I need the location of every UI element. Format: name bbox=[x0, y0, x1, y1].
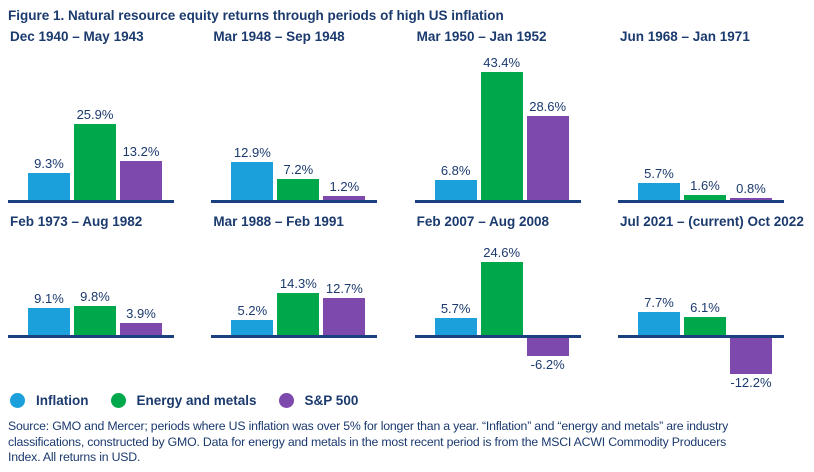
bar-value-label: 12.7% bbox=[325, 281, 363, 296]
chart-panel: Mar 1950 – Jan 1952 6.8% 43.4% 28.6% bbox=[414, 29, 603, 204]
sp500-dot-icon bbox=[278, 393, 294, 408]
bar-value-label: 1.6% bbox=[690, 178, 720, 193]
bar-value-label: 9.8% bbox=[80, 289, 110, 304]
axis-baseline bbox=[8, 200, 174, 203]
axis-baseline bbox=[617, 200, 784, 203]
bar-energy_metals bbox=[277, 293, 320, 335]
panel-chart: 5.2% 14.3% 12.7% bbox=[211, 235, 379, 387]
panel-chart: 5.7% 1.6% 0.8% bbox=[617, 50, 786, 204]
bar-sp500 bbox=[729, 338, 772, 374]
legend-item-energy-metals: Energy and metals bbox=[110, 393, 257, 408]
chart-panel: Feb 2007 – Aug 2008 5.7% 24.6% -6.2% bbox=[414, 214, 603, 387]
legend-label: Energy and metals bbox=[136, 393, 257, 408]
bar-energy_metals bbox=[683, 317, 726, 335]
axis-baseline bbox=[211, 335, 378, 338]
panel-title: Feb 2007 – Aug 2008 bbox=[416, 214, 549, 229]
legend-item-sp500: S&P 500 bbox=[278, 393, 359, 408]
chart-panel: Mar 1988 – Feb 1991 5.2% 14.3% 12.7% bbox=[211, 214, 399, 387]
bar-sp500 bbox=[323, 196, 366, 200]
chart-panel: Jul 2021 – (current) Oct 2022 7.7% 6.1% -12… bbox=[617, 214, 806, 390]
bar-energy_metals bbox=[277, 179, 320, 200]
chart-panel: Feb 1973 – Aug 1982 9.1% 9.8% 3.9% bbox=[8, 214, 196, 387]
bar-inflation bbox=[231, 320, 274, 335]
panel-title: Mar 1950 – Jan 1952 bbox=[416, 29, 547, 44]
bar-value-label: 0.8% bbox=[736, 181, 766, 196]
axis-baseline bbox=[211, 200, 378, 203]
chart-panel: Mar 1948 – Sep 1948 12.9% 7.2% 1.2% bbox=[211, 29, 399, 204]
panel-title: Dec 1940 – May 1943 bbox=[10, 29, 144, 44]
legend: Inflation Energy and metals S&P 500 bbox=[10, 393, 806, 408]
bar-value-label: 25.9% bbox=[76, 107, 114, 122]
bar-value-label: 5.7% bbox=[440, 301, 471, 316]
panel-title: Jul 2021 – (current) Oct 2022 bbox=[619, 214, 804, 229]
chart-panel: Jun 1968 – Jan 1971 5.7% 1.6% 0.8% bbox=[617, 29, 806, 204]
legend-label: Inflation bbox=[36, 393, 89, 408]
bar-value-label: 3.9% bbox=[126, 306, 156, 321]
panel-chart: 9.3% 25.9% 13.2% bbox=[8, 50, 176, 204]
source-line: Index. All returns in USD. bbox=[8, 450, 141, 464]
chart-panel: Dec 1940 – May 1943 9.3% 25.9% 13.2% bbox=[8, 29, 196, 204]
source-note: Source: GMO and Mercer; periods where US… bbox=[8, 419, 806, 466]
bar-value-label: 28.6% bbox=[529, 99, 567, 114]
panel-chart: 6.8% 43.4% 28.6% bbox=[414, 50, 583, 204]
axis-baseline bbox=[8, 335, 174, 338]
bar-value-label: 7.7% bbox=[644, 295, 674, 310]
bar-inflation bbox=[434, 318, 477, 335]
panel-chart: 12.9% 7.2% 1.2% bbox=[211, 50, 379, 204]
bar-sp500 bbox=[323, 298, 366, 335]
bar-value-label: 1.2% bbox=[329, 179, 360, 194]
bar-value-label: 24.6% bbox=[483, 245, 521, 260]
figure-title: Figure 1. Natural resource equity return… bbox=[8, 8, 504, 23]
bar-inflation bbox=[637, 312, 680, 335]
bar-value-label: 6.8% bbox=[440, 163, 471, 178]
bar-value-label: 13.2% bbox=[122, 144, 160, 159]
source-line: classifications, constructed by GMO. Dat… bbox=[8, 434, 727, 449]
bar-value-label: -12.2% bbox=[730, 375, 772, 390]
panel-title: Mar 1988 – Feb 1991 bbox=[213, 214, 344, 229]
bar-value-label: 5.7% bbox=[644, 166, 674, 181]
axis-baseline bbox=[617, 335, 784, 338]
energy-metals-dot-icon bbox=[110, 393, 126, 408]
bar-value-label: 9.1% bbox=[34, 291, 64, 306]
panel-chart: 7.7% 6.1% -12.2% bbox=[617, 235, 786, 390]
charts-row-2: Feb 1973 – Aug 1982 9.1% 9.8% 3.9% Mar 1988 … bbox=[8, 214, 806, 390]
bar-value-label: 7.2% bbox=[283, 162, 314, 177]
panel-title: Mar 1948 – Sep 1948 bbox=[213, 29, 345, 44]
bar-value-label: -6.2% bbox=[530, 357, 565, 372]
bar-value-label: 14.3% bbox=[279, 276, 317, 291]
bar-sp500 bbox=[120, 161, 162, 200]
panel-chart: 5.7% 24.6% -6.2% bbox=[414, 235, 583, 387]
inflation-dot-icon bbox=[10, 393, 25, 408]
bar-value-label: 12.9% bbox=[233, 145, 271, 160]
bar-sp500 bbox=[120, 323, 162, 335]
axis-baseline bbox=[414, 200, 581, 203]
bar-sp500 bbox=[526, 338, 569, 356]
axis-baseline bbox=[414, 335, 581, 338]
bar-sp500 bbox=[729, 198, 772, 200]
bar-inflation bbox=[28, 308, 70, 335]
bar-inflation bbox=[434, 180, 477, 200]
bar-energy_metals bbox=[480, 72, 523, 200]
bar-energy_metals bbox=[683, 195, 726, 200]
bar-value-label: 6.1% bbox=[690, 300, 720, 315]
bar-energy_metals bbox=[480, 262, 523, 335]
bar-inflation bbox=[28, 173, 70, 200]
bar-value-label: 9.3% bbox=[34, 156, 64, 171]
bar-sp500 bbox=[526, 116, 569, 200]
panel-chart: 9.1% 9.8% 3.9% bbox=[8, 235, 176, 387]
bar-energy_metals bbox=[74, 306, 116, 335]
bar-inflation bbox=[637, 183, 680, 200]
bar-value-label: 5.2% bbox=[237, 303, 268, 318]
panel-title: Jun 1968 – Jan 1971 bbox=[619, 29, 750, 44]
panel-title: Feb 1973 – Aug 1982 bbox=[10, 214, 143, 229]
charts-row-1: Dec 1940 – May 1943 9.3% 25.9% 13.2% Mar 194… bbox=[8, 29, 806, 204]
legend-item-inflation: Inflation bbox=[10, 393, 89, 408]
bar-energy_metals bbox=[74, 124, 116, 200]
bar-value-label: 43.4% bbox=[483, 55, 521, 70]
bar-inflation bbox=[231, 162, 274, 200]
source-line: Source: GMO and Mercer; periods where US… bbox=[8, 419, 729, 433]
legend-label: S&P 500 bbox=[304, 393, 359, 408]
